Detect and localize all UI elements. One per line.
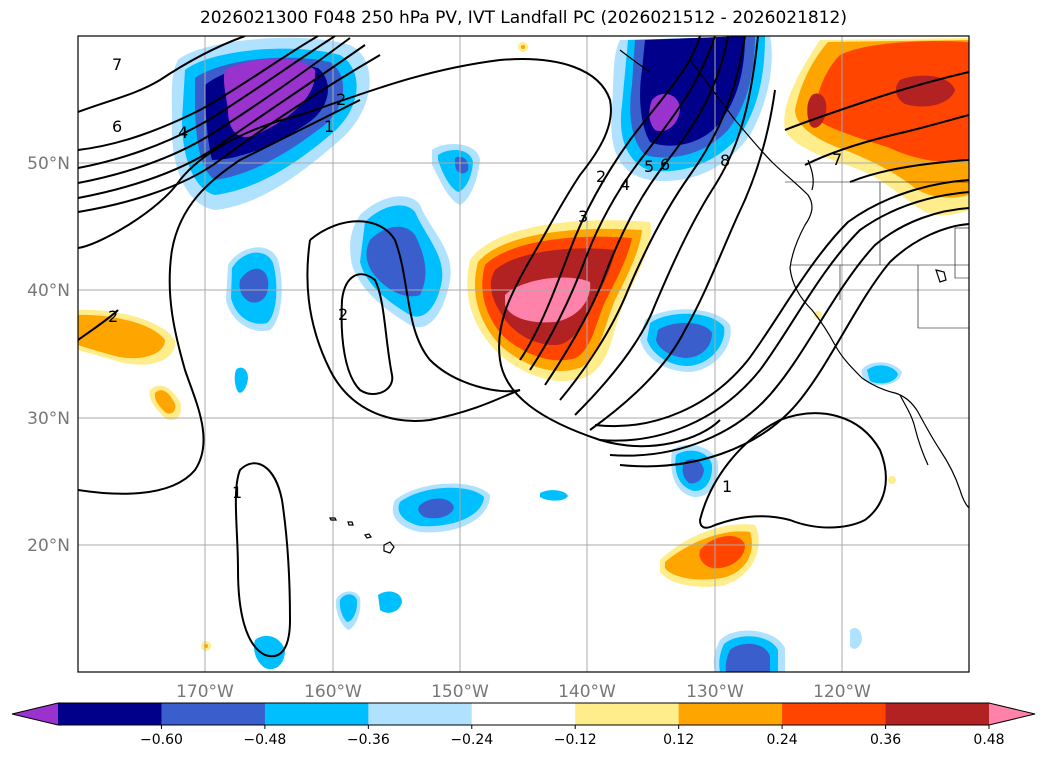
pc-contours xyxy=(78,36,969,658)
colorbar-tick-label: −0.60 xyxy=(140,732,183,748)
colorbar-cell xyxy=(575,703,680,725)
colorbar-tick-label: −0.48 xyxy=(243,732,286,748)
lon-label-120w: 120°W xyxy=(813,682,871,702)
contour-label-2b: 2 xyxy=(596,167,606,186)
colorbar-tick-label: 0.12 xyxy=(663,732,694,748)
gridlines xyxy=(78,36,969,672)
colorbar-cell xyxy=(782,703,887,725)
lat-label-50n: 50°N xyxy=(27,154,70,174)
contour-label-2: 2 xyxy=(336,90,346,109)
lon-label-160w: 160°W xyxy=(304,682,362,702)
contour-label-4b: 4 xyxy=(620,175,630,194)
lat-label-40n: 40°N xyxy=(27,281,70,301)
contour-label-2d: 2 xyxy=(338,305,348,324)
contour-label-7: 7 xyxy=(112,55,122,74)
colorbar: −0.60 −0.48 −0.36 −0.24 −0.12 0.12 0.24 0.36 0.4… xyxy=(11,702,1036,748)
political-borders xyxy=(785,181,969,329)
contour-label-7b: 7 xyxy=(832,150,842,169)
lat-label-30n: 30°N xyxy=(27,409,70,429)
lon-label-140w: 140°W xyxy=(558,682,616,702)
colorbar-extend-left xyxy=(12,703,58,725)
colorbar-tick-label: −0.12 xyxy=(554,732,597,748)
lat-label-20n: 20°N xyxy=(27,536,70,556)
lon-label-150w: 150°W xyxy=(431,682,489,702)
map-frame xyxy=(77,35,970,673)
colorbar-cell xyxy=(885,703,990,725)
contour-label-3: 3 xyxy=(578,207,588,226)
lon-labels: 170°W 160°W 150°W 140°W 130°W 120°W xyxy=(176,682,871,702)
contour-label-6b: 6 xyxy=(660,155,670,174)
coastlines xyxy=(329,49,969,554)
contour-label-1c: 1 xyxy=(722,477,732,496)
colorbar-extend-right xyxy=(989,703,1035,725)
map-title: 2026021300 F048 250 hPa PV, IVT Landfall… xyxy=(199,8,847,28)
colorbar-tick-label: 0.48 xyxy=(973,732,1004,748)
lat-labels: 50°N 40°N 30°N 20°N xyxy=(27,154,70,556)
map-plot-area: 7 6 4 2 1 2 3 4 5 6 8 7 2 2 1 1 xyxy=(78,36,969,672)
lon-label-130w: 130°W xyxy=(686,682,744,702)
colorbar-cell xyxy=(471,703,576,725)
contour-label-8: 8 xyxy=(720,151,730,170)
colorbar-tick-label: −0.36 xyxy=(347,732,390,748)
lon-label-170w: 170°W xyxy=(176,682,234,702)
contour-label-2c: 2 xyxy=(108,307,118,326)
contour-label-1b: 1 xyxy=(232,483,242,502)
colorbar-tick-label: 0.24 xyxy=(767,732,798,748)
contour-label-4: 4 xyxy=(178,123,188,142)
contour-label-1: 1 xyxy=(324,117,334,136)
colorbar-tick-label: −0.24 xyxy=(450,732,493,748)
contour-label-5: 5 xyxy=(644,157,654,176)
contour-label-6: 6 xyxy=(112,117,122,136)
colorbar-cell xyxy=(58,703,162,725)
colorbar-cell xyxy=(161,703,266,725)
colorbar-cell xyxy=(678,703,783,725)
colorbar-cell xyxy=(264,703,369,725)
contour-labels: 7 6 4 2 1 2 3 4 5 6 8 7 2 2 1 1 xyxy=(108,55,842,502)
colorbar-cell xyxy=(368,703,473,725)
colorbar-tick-label: 0.36 xyxy=(870,732,901,748)
